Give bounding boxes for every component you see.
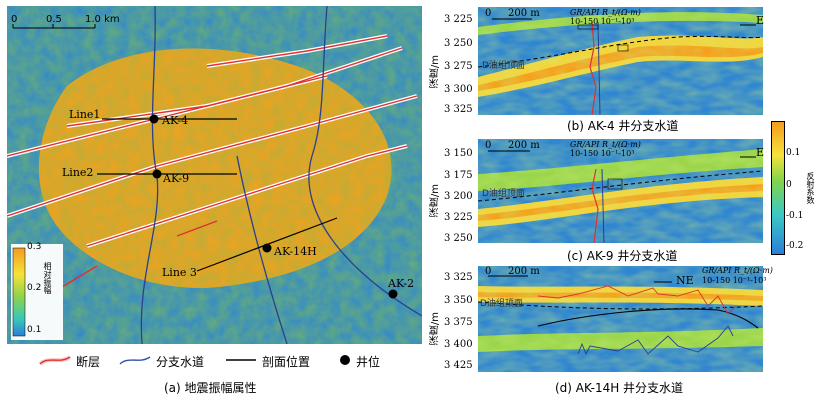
panel-b-scale-0: 0 <box>485 8 492 19</box>
panel-b-ytick-2: 3 275 <box>444 61 473 72</box>
scale-tick-1km: 1.0 km <box>85 14 120 25</box>
panel-a-map <box>6 5 423 345</box>
well-ak4-marker <box>149 114 159 124</box>
reflect-colorbar-label: 反射系数 <box>806 172 815 204</box>
caption-d: (d) AK-14H 井分支水道 <box>555 381 684 395</box>
reflect-tick-0: 0 <box>786 180 792 190</box>
reflect-tick-m02: -0.2 <box>786 241 804 251</box>
well-ak4-label: AK-4 <box>162 114 189 127</box>
panel-d-ytick-0: 3 325 <box>444 272 473 283</box>
panel-c-ytick-2: 3 200 <box>444 191 473 202</box>
line2-label: Line2 <box>62 166 94 179</box>
panel-c-ytick-4: 3 250 <box>444 233 473 244</box>
legend-section-label: 剖面位置 <box>262 355 311 369</box>
panel-c-ytick-3: 3 225 <box>444 212 473 223</box>
section-legend-icon <box>226 359 256 361</box>
panel-d-ylabel: 深度/m <box>430 312 441 346</box>
map-scale-bar <box>12 24 96 29</box>
reflect-tick-m01: -0.1 <box>786 211 804 221</box>
well-ak2-label: AK-2 <box>388 277 415 290</box>
panel-b-ytick-3: 3 300 <box>444 84 473 95</box>
panel-c-direction: E <box>756 146 765 159</box>
well-ak9-marker <box>152 169 162 179</box>
panel-b-scale-200: 200 m <box>508 8 540 19</box>
panel-b-ytick-1: 3 250 <box>444 38 473 49</box>
panel-c-horizon-label: D油组顶面 <box>482 189 525 199</box>
legend-fault-label: 断层 <box>76 355 101 369</box>
reflect-tick-01: 0.1 <box>786 148 801 158</box>
reflect-colorbar <box>771 121 785 255</box>
well-ak14h-label: AK-14H <box>274 245 317 258</box>
caption-c: (c) AK-9 井分支水道 <box>567 249 678 263</box>
channel-legend-icon <box>119 356 151 365</box>
legend-well-label: 井位 <box>356 355 381 369</box>
amplitude-colorbar <box>12 247 26 337</box>
well-ak14h-marker <box>262 243 272 253</box>
fault-legend-icon <box>38 355 72 366</box>
panel-c-ytick-0: 3 150 <box>444 148 473 159</box>
panel-c-log-ticks: 10-150 10⁻¹-10³ <box>570 149 635 158</box>
panel-b-ytick-4: 3 325 <box>444 104 473 115</box>
panel-b-log-header: GR/API R_t/(Ω·m) <box>570 8 641 17</box>
panel-c-ylabel: 深度/m <box>430 184 441 218</box>
line1-label: Line1 <box>69 108 101 121</box>
panel-d-ytick-1: 3 350 <box>444 295 473 306</box>
well-legend-icon <box>340 355 350 365</box>
colorbar-label: 相对振幅 <box>43 262 52 294</box>
colorbar-tick-03: 0.3 <box>27 242 42 252</box>
panel-c-log-header: GR/API R_t/(Ω·m) <box>570 140 641 149</box>
panel-d-log-ticks: 10-150 10⁻¹-10³ <box>702 276 767 285</box>
scale-tick-05: 0.5 <box>46 14 62 25</box>
caption-a: (a) 地震振幅属性 <box>164 381 257 395</box>
colorbar-tick-01: 0.1 <box>27 325 42 335</box>
legend: 断层 分支水道 剖面位置 井位 <box>38 350 408 370</box>
panel-b-log-ticks: 10-150 10⁻¹-10³ <box>570 17 635 26</box>
panel-d-log-header: GR/API R_t/(Ω·m) <box>702 266 773 275</box>
panel-d-direction: NE <box>676 274 694 287</box>
panel-d-ytick-2: 3 375 <box>444 317 473 328</box>
panel-c-scale-200: 200 m <box>508 140 540 151</box>
panel-d-scale-200: 200 m <box>508 266 540 277</box>
panel-b-ylabel: 深度/m <box>430 55 441 89</box>
panel-b-section <box>477 7 764 116</box>
panel-b-horizon-label: D油组顶面 <box>482 61 525 71</box>
colorbar-tick-02: 0.2 <box>27 283 42 293</box>
amplitude-map-svg <box>6 5 423 345</box>
panel-c-ytick-1: 3 175 <box>444 170 473 181</box>
panel-c-section <box>477 139 764 244</box>
panel-d-ytick-3: 3 400 <box>444 339 473 350</box>
panel-b-ytick-0: 3 225 <box>444 14 473 25</box>
panel-d-horizon-label: D油组顶面 <box>480 299 523 309</box>
well-ak2-marker <box>388 289 398 299</box>
panel-c-scale-0: 0 <box>485 140 492 151</box>
panel-d-section <box>477 266 764 372</box>
panel-b-direction: E <box>756 14 765 27</box>
legend-channel-label: 分支水道 <box>156 355 205 369</box>
caption-b: (b) AK-4 井分支水道 <box>567 119 679 133</box>
panel-d-scale-0: 0 <box>485 266 492 277</box>
panel-d-ytick-4: 3 425 <box>444 360 473 371</box>
well-ak9-label: AK-9 <box>163 172 190 185</box>
line3-label: Line 3 <box>162 266 197 279</box>
scale-tick-0: 0 <box>11 14 18 25</box>
